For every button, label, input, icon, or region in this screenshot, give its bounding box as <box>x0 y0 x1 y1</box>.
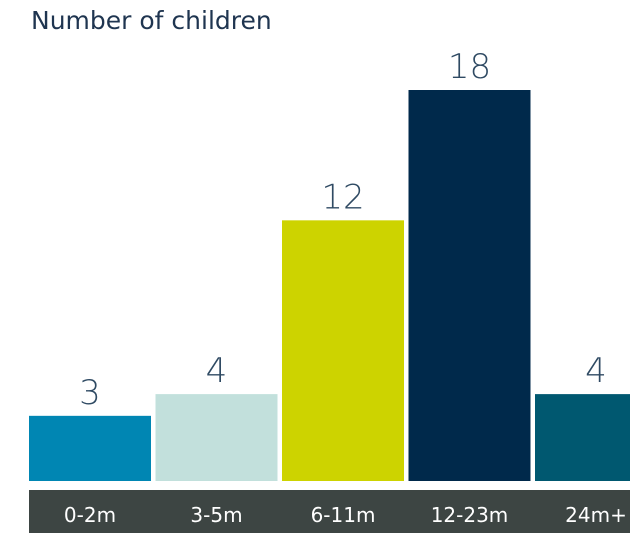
tick-label-3-5m: 3-5m <box>190 503 242 527</box>
tick-label-24m: 24m+ <box>565 503 627 527</box>
bars-layer <box>29 90 630 482</box>
x-tick-labels: 0-2m 3-5m 6-11m 12-23m 24m+ <box>64 503 627 527</box>
value-labels-layer: 3 4 12 18 4 <box>79 47 607 413</box>
value-label-6-11m: 12 <box>321 177 364 217</box>
tick-label-0-2m: 0-2m <box>64 503 116 527</box>
x-axis-band <box>29 490 630 533</box>
bar-6-11m <box>282 220 404 482</box>
bar-12-23m <box>408 90 531 481</box>
bar-3-5m <box>155 394 278 481</box>
value-label-12-23m: 18 <box>448 47 491 87</box>
value-label-0-2m: 3 <box>79 373 101 413</box>
tick-label-6-11m: 6-11m <box>311 503 376 527</box>
bar-24m <box>535 394 630 481</box>
bar-0-2m <box>29 415 151 481</box>
value-label-24m: 4 <box>585 351 607 391</box>
chart-title: Number of children <box>31 6 272 35</box>
value-label-3-5m: 4 <box>206 351 228 391</box>
tick-label-12-23m: 12-23m <box>431 503 509 527</box>
